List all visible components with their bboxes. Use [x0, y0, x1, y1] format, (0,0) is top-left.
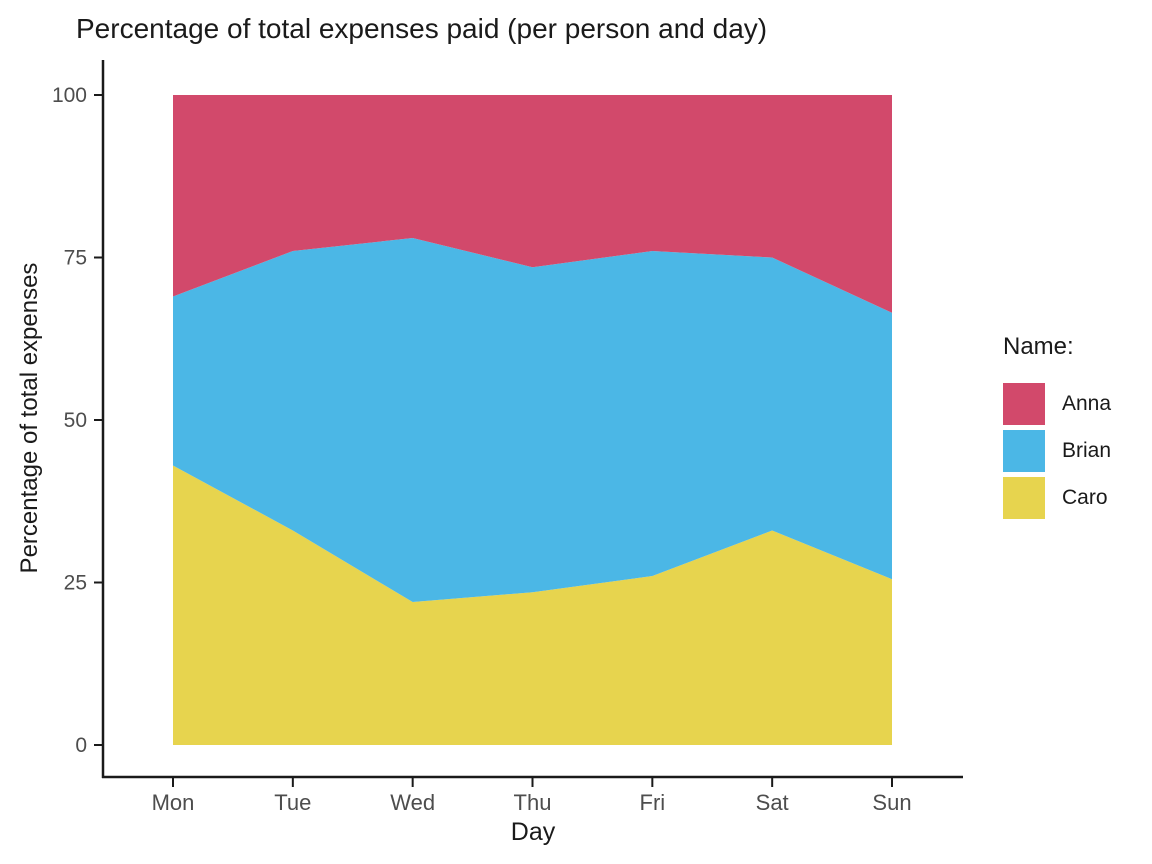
- y-tick-label: 75: [64, 247, 87, 270]
- x-tick-label: Sat: [756, 790, 789, 815]
- x-tick-label: Thu: [514, 790, 552, 815]
- legend-title: Name:: [1003, 333, 1074, 360]
- x-tick-label: Mon: [152, 790, 195, 815]
- legend-label-caro: Caro: [1062, 486, 1108, 509]
- legend-item-brian: Brian: [1003, 430, 1151, 472]
- legend-key-caro: [1003, 477, 1045, 519]
- legend-items: Anna Brian Caro: [1003, 383, 1151, 519]
- legend-item-anna: Anna: [1003, 383, 1151, 425]
- x-tick-label: Wed: [390, 790, 435, 815]
- legend: Name: Anna Brian Caro: [1003, 333, 1151, 524]
- y-tick-label: 0: [75, 734, 87, 757]
- x-tick-label: Sun: [872, 790, 911, 815]
- legend-label-anna: Anna: [1062, 392, 1112, 415]
- area-series-caro: [173, 465, 892, 745]
- x-tick-label: Fri: [640, 790, 666, 815]
- legend-item-caro: Caro: [1003, 477, 1151, 519]
- y-tick-label: 50: [64, 409, 87, 432]
- y-tick-label: 100: [52, 84, 87, 107]
- y-tick-label: 25: [64, 572, 87, 595]
- legend-key-brian: [1003, 430, 1045, 472]
- x-axis-title: Day: [510, 818, 556, 846]
- area-series-brian: [173, 238, 892, 602]
- chart-title: Percentage of total expenses paid (per p…: [76, 13, 768, 44]
- legend-label-brian: Brian: [1062, 439, 1112, 462]
- x-tick-label: Tue: [274, 790, 311, 815]
- area-series-anna: [173, 95, 892, 313]
- legend-key-anna: [1003, 383, 1045, 425]
